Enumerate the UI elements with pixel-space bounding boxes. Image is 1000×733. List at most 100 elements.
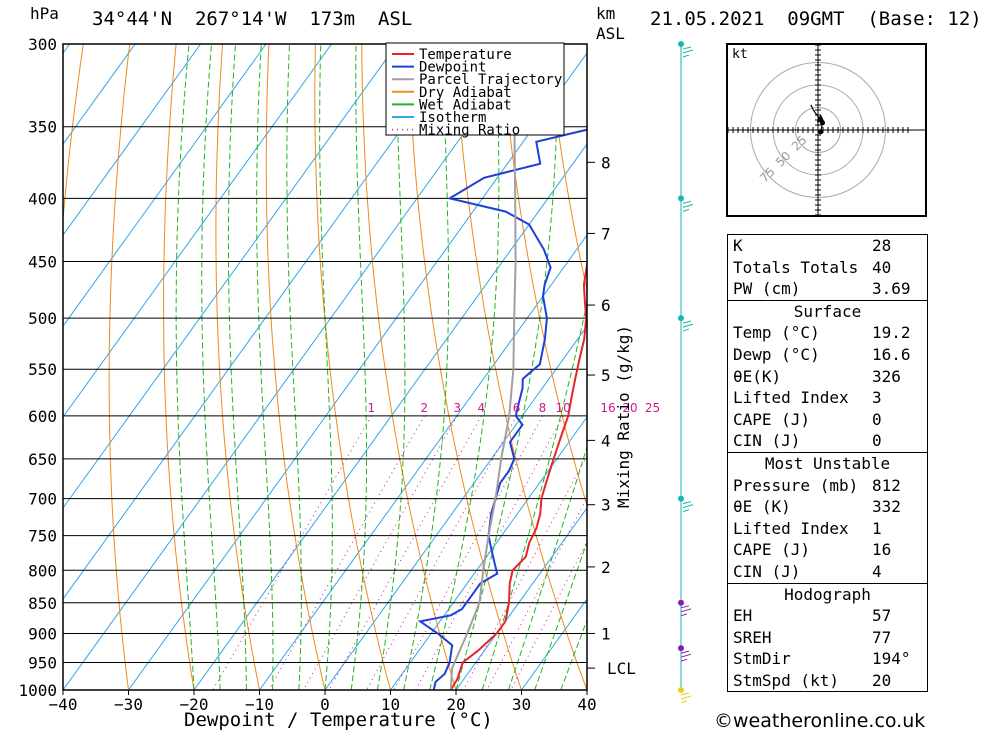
wet-adiabat-line (227, 44, 247, 690)
wind-barb-dot (678, 645, 684, 652)
x-tick-label: 10 (381, 695, 400, 714)
wet-adiabat-line (376, 44, 406, 690)
wet-adiabat-line (534, 540, 587, 690)
parcel-trajectory-line (449, 44, 517, 690)
x-tick-label: −40 (49, 695, 78, 714)
isotherm-line (259, 234, 587, 690)
km-tick-label: 5 (601, 366, 611, 385)
dry-adiabat-line (407, 44, 522, 690)
isotherm-line (324, 325, 587, 690)
dry-adiabat-line (314, 44, 391, 690)
surface-value: 19.2 (872, 323, 911, 343)
surface-key: θE(K) (733, 366, 782, 386)
surface-title: Surface (793, 301, 862, 321)
legend-box (385, 42, 565, 136)
legend-label: Temperature (419, 47, 512, 63)
surface-value: 3 (872, 388, 882, 408)
km-tick-label: 1 (601, 624, 611, 643)
mixing-ratio-label: 20 (622, 401, 637, 415)
mixing-ratio-label: 1 (368, 401, 376, 415)
asl-label: ASL (596, 24, 625, 43)
most-unstable-key: Lifted Index (733, 518, 849, 538)
isotherm-line (63, 44, 529, 690)
most-unstable-row: CIN (J) 4 (728, 561, 927, 583)
pressure-tick-label: 450 (28, 253, 57, 272)
x-tick-label: 0 (320, 695, 330, 714)
copyright-text: ©weatheronline.co.uk (714, 710, 926, 732)
most-unstable-key: CAPE (J) (733, 540, 811, 560)
mixing-ratio-line (268, 415, 425, 690)
wind-barb (682, 501, 694, 513)
km-tick-label: 6 (601, 296, 611, 315)
dry-adiabat-line (108, 44, 131, 690)
wind-barb (682, 46, 694, 58)
surface-row: Temp (°C) 19.2 (728, 322, 927, 344)
km-tick-label: 2 (601, 558, 611, 577)
most-unstable-title: Most Unstable (764, 453, 891, 473)
pressure-tick-label: 700 (28, 490, 57, 509)
hodograph-row: SREH 77 (728, 627, 927, 649)
isotherm-line (63, 44, 202, 236)
surface-section: Surface Temp (°C) 19.2 Dewp (°C) 16.6 θE(K) 3… (728, 299, 927, 452)
x-tick-label: 30 (512, 695, 531, 714)
most-unstable-key: CIN (J) (733, 561, 801, 581)
index-row: PW (cm) 3.69 (728, 278, 927, 300)
hodograph-point (818, 129, 824, 135)
pressure-tick-label: 300 (28, 35, 57, 54)
index-key: Totals Totals (733, 257, 859, 277)
mixing-ratio-line (365, 415, 518, 690)
isotherm-line (63, 44, 267, 327)
dry-adiabat-line (546, 44, 587, 293)
legend-label: Dry Adiabat (419, 85, 512, 101)
pressure-tick-label: 850 (28, 594, 57, 613)
hpa-label: hPa (30, 4, 59, 23)
hodograph-value: 194° (872, 649, 911, 669)
surface-row: Dewp (°C) 16.6 (728, 344, 927, 366)
wind-barb-dot (678, 495, 684, 502)
datetime-label: 21.05.2021 09GMT (Base: 12) (650, 8, 982, 30)
surface-row: θE(K) 326 (728, 366, 927, 388)
wind-barb (682, 320, 694, 332)
legend-label: Isotherm (419, 110, 486, 126)
hodograph-unit-label: kt (732, 47, 748, 62)
dry-adiabat-line (965, 44, 1000, 690)
legend-label: Parcel Trajectory (419, 72, 562, 88)
mixing-ratio-label: 25 (645, 401, 660, 415)
wind-barb (682, 200, 694, 212)
x-tick-label: 40 (577, 695, 596, 714)
mixing-ratio-line (393, 415, 543, 690)
most-unstable-value: 332 (872, 497, 901, 517)
mixing-ratio-label: 10 (555, 401, 570, 415)
index-row: K 28 (728, 235, 927, 257)
dry-adiabat-line (215, 44, 260, 690)
pressure-tick-label: 1000 (18, 681, 57, 700)
pressure-tick-label: 600 (28, 407, 57, 426)
x-tick-label: −30 (114, 695, 143, 714)
wind-barb-dot (678, 195, 684, 202)
pressure-tick-label: 950 (28, 653, 57, 672)
hodograph-key: StmSpd (kt) (733, 670, 839, 690)
surface-key: Dewp (°C) (733, 344, 820, 364)
lcl-label: LCL (607, 659, 636, 678)
hodograph-row: StmSpd (kt) 20 (728, 670, 927, 692)
surface-value: 16.6 (872, 344, 911, 364)
index-row: Totals Totals 40 (728, 257, 927, 279)
wind-barb-dot (678, 687, 684, 693)
most-unstable-key: θE (K) (733, 497, 791, 517)
hodograph-key: EH (733, 606, 753, 626)
index-value: 3.69 (872, 279, 911, 299)
surface-value: 0 (872, 431, 882, 451)
isotherm-line (63, 44, 333, 418)
surface-key: Temp (°C) (733, 323, 820, 343)
isotherm-line (390, 416, 587, 690)
hodograph-value: 57 (872, 606, 892, 626)
km-label: km (596, 4, 616, 23)
wind-barb-dot (678, 599, 684, 606)
surface-row: CAPE (J) 0 (728, 409, 927, 431)
wet-adiabat-line (286, 44, 302, 690)
most-unstable-row: Pressure (mb) 812 (728, 475, 927, 497)
wind-barb-dot (678, 315, 684, 322)
isotherm-line (193, 143, 587, 690)
hodograph-key: StmDir (733, 649, 791, 669)
